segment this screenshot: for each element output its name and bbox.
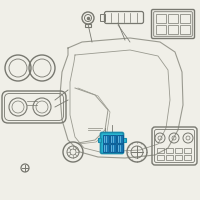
Bar bbox=[103, 135, 108, 142]
Bar bbox=[157, 155, 164, 160]
Bar bbox=[175, 155, 182, 160]
Bar bbox=[184, 155, 191, 160]
Bar bbox=[180, 25, 190, 34]
Bar bbox=[184, 148, 191, 153]
Bar bbox=[175, 148, 182, 153]
Bar bbox=[168, 25, 178, 34]
Bar bbox=[27, 101, 37, 105]
Bar bbox=[180, 14, 190, 23]
Bar bbox=[103, 144, 108, 152]
Bar bbox=[157, 148, 164, 153]
Bar bbox=[156, 25, 166, 34]
FancyBboxPatch shape bbox=[101, 132, 124, 154]
Bar bbox=[123, 138, 126, 142]
Bar bbox=[117, 135, 122, 142]
Bar bbox=[98, 138, 101, 142]
Bar bbox=[168, 14, 178, 23]
Bar bbox=[166, 155, 173, 160]
Bar bbox=[85, 23, 91, 26]
Bar bbox=[110, 144, 116, 152]
Bar bbox=[166, 148, 173, 153]
Bar bbox=[156, 14, 166, 23]
Bar bbox=[117, 144, 122, 152]
Bar bbox=[110, 135, 116, 142]
Bar bbox=[100, 14, 105, 21]
